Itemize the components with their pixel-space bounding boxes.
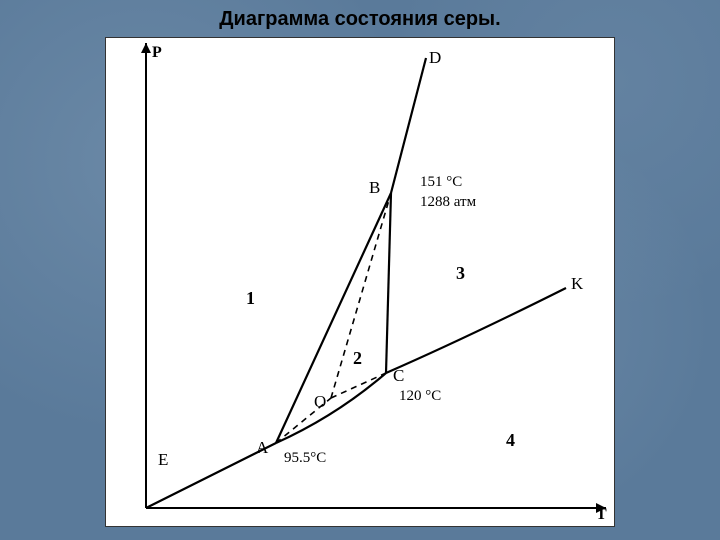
temp-C: 120 °C xyxy=(399,388,441,405)
line-A-B xyxy=(276,193,391,443)
point-O: O xyxy=(314,392,326,412)
diagram-svg xyxy=(106,38,616,528)
point-D: D xyxy=(429,48,441,68)
point-E: E xyxy=(158,450,168,470)
line-C-B xyxy=(386,193,391,373)
point-B: B xyxy=(369,178,380,198)
y-axis-arrow xyxy=(141,43,151,53)
point-C: C xyxy=(393,366,404,386)
point-K: K xyxy=(571,274,583,294)
region-4: 4 xyxy=(506,430,515,451)
line-B-D xyxy=(391,58,426,193)
temp-B: 151 °C xyxy=(420,174,462,191)
region-1: 1 xyxy=(246,288,255,309)
page-title: Диаграмма состояния серы. xyxy=(219,8,500,31)
phase-diagram: P T E A O C B D K 95.5°C 120 °C 151 °C 1… xyxy=(105,37,615,527)
press-B: 1288 атм xyxy=(420,194,476,211)
x-axis-label: T xyxy=(596,506,607,524)
curve-C-K xyxy=(386,288,566,373)
region-2: 2 xyxy=(353,348,362,369)
y-axis-label: P xyxy=(152,44,162,62)
point-A: A xyxy=(256,438,268,458)
region-3: 3 xyxy=(456,263,465,284)
temp-A: 95.5°C xyxy=(284,450,326,467)
